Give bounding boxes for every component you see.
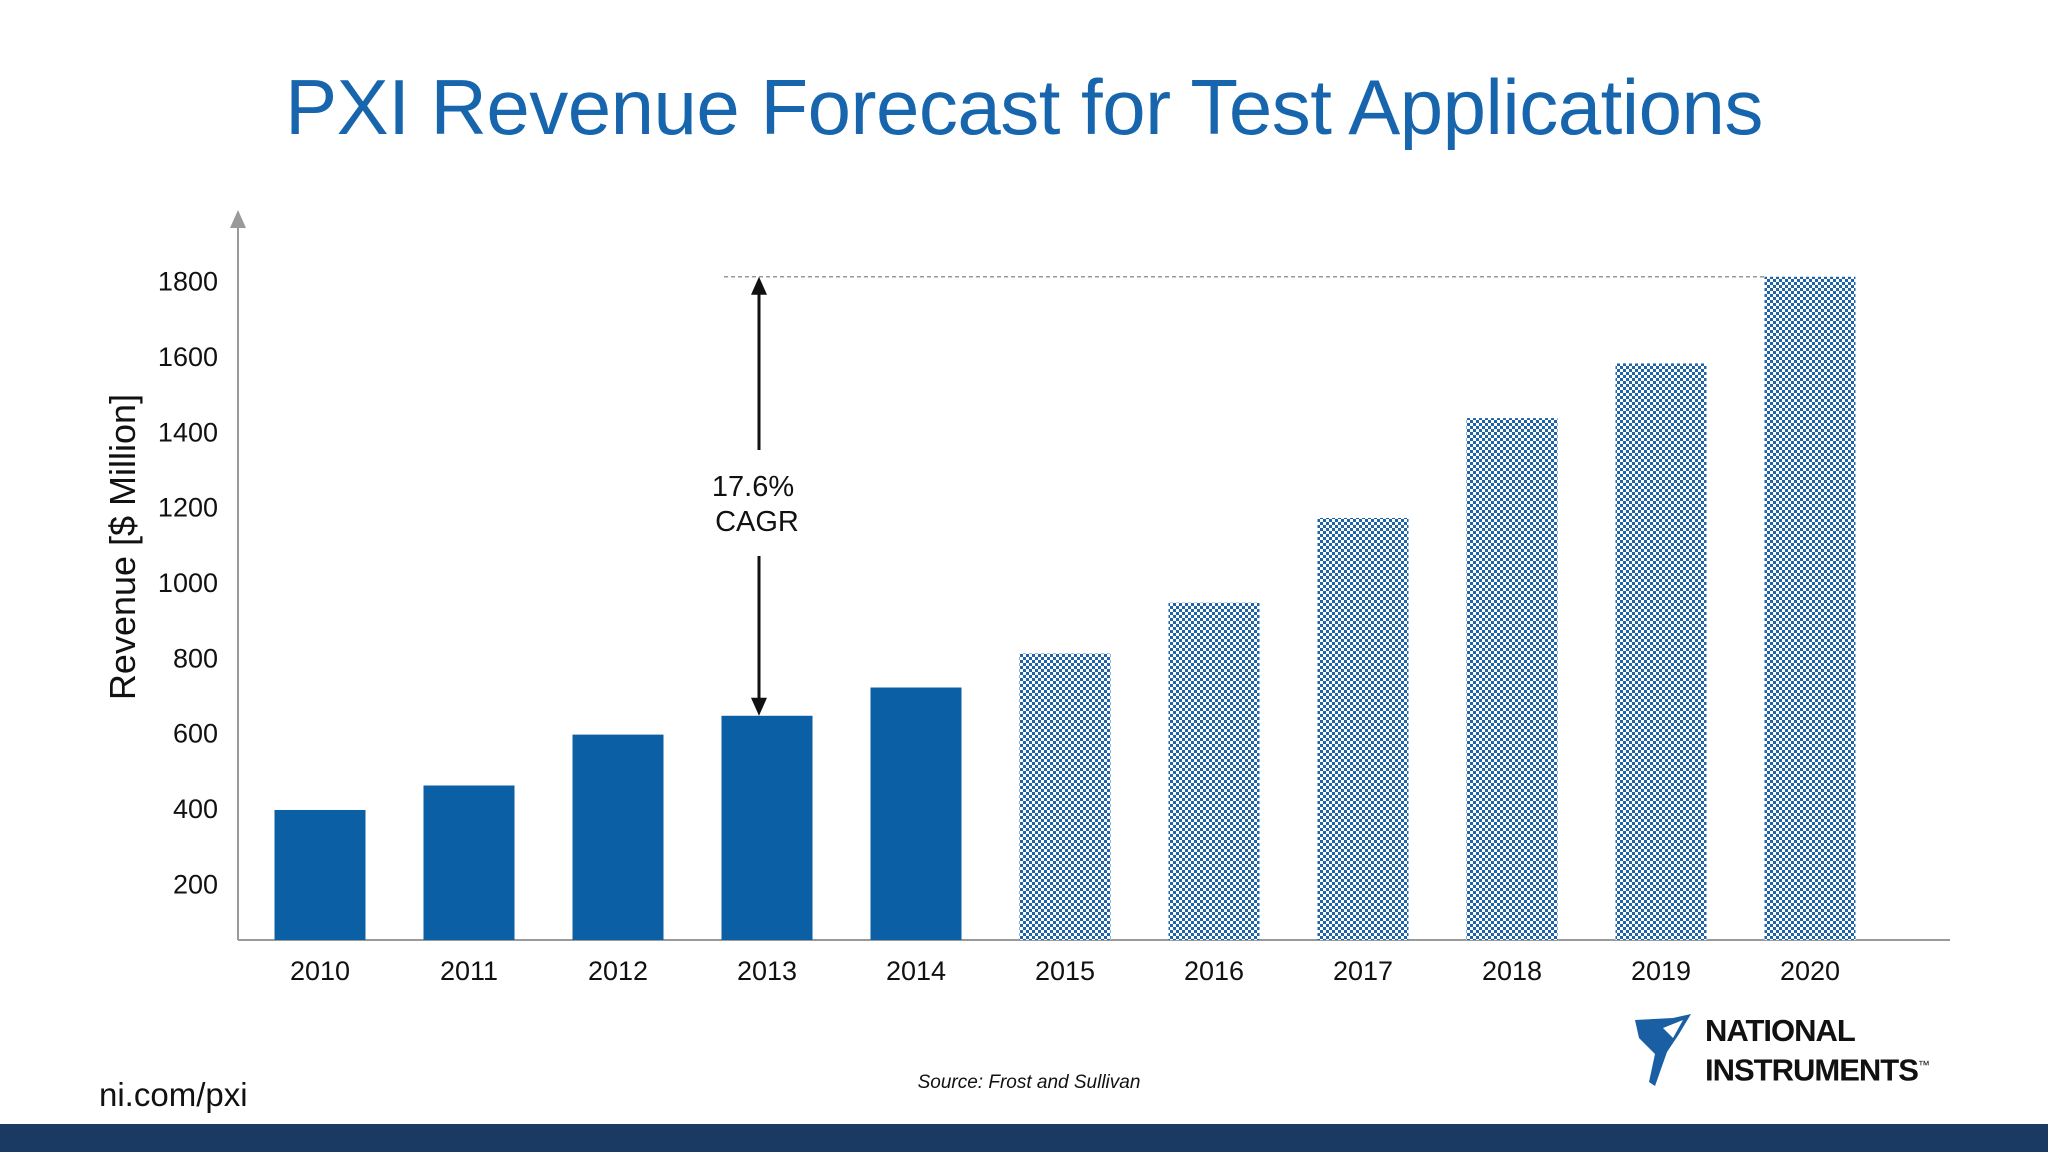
y-tick-label-600: 600 bbox=[173, 719, 218, 749]
site-url[interactable]: ni.com/pxi bbox=[99, 1076, 248, 1113]
y-tick-label-1400: 1400 bbox=[158, 417, 218, 447]
footer-bar bbox=[0, 1124, 2048, 1152]
y-tick-label-1200: 1200 bbox=[158, 493, 218, 523]
ni-eagle-icon bbox=[1635, 1014, 1691, 1086]
cagr-annotation: 17.6%CAGR bbox=[712, 276, 1765, 716]
bar-2012 bbox=[572, 734, 664, 940]
forecast-bar-2019 bbox=[1615, 363, 1707, 940]
x-tick-label-2017: 2017 bbox=[1333, 956, 1393, 986]
y-tick-label-1800: 1800 bbox=[158, 267, 218, 297]
x-tick-label-2015: 2015 bbox=[1035, 956, 1095, 986]
cagr-value-label: 17.6% bbox=[712, 471, 794, 503]
y-tick-label-200: 200 bbox=[173, 869, 218, 899]
logo-line2: INSTRUMENTS™ bbox=[1705, 1052, 1930, 1088]
y-axis-arrowhead bbox=[230, 210, 246, 228]
source-note: Source: Frost and Sullivan bbox=[917, 1072, 1141, 1093]
national-instruments-logo: NATIONAL INSTRUMENTS™ bbox=[1633, 1012, 1963, 1092]
trademark: ™ bbox=[1917, 1058, 1930, 1072]
y-axis-label: Revenue [$ Million] bbox=[102, 394, 143, 700]
y-axis-ticks: 200 400 600 800 1000 1200 1400 1600 1800 bbox=[158, 267, 218, 900]
y-tick-label-800: 800 bbox=[173, 643, 218, 673]
x-tick-label-2019: 2019 bbox=[1631, 956, 1691, 986]
y-tick-label-400: 400 bbox=[173, 794, 218, 824]
bar-2013 bbox=[721, 715, 813, 940]
x-tick-label-2016: 2016 bbox=[1184, 956, 1244, 986]
y-tick-label-1600: 1600 bbox=[158, 342, 218, 372]
chart-title: PXI Revenue Forecast for Test Applicatio… bbox=[285, 63, 1763, 151]
cagr-text-label: CAGR bbox=[715, 506, 799, 538]
forecast-bar-2016 bbox=[1168, 602, 1260, 940]
x-tick-label-2014: 2014 bbox=[886, 956, 946, 986]
y-tick-label-1000: 1000 bbox=[158, 568, 218, 598]
forecast-bar-2018 bbox=[1466, 418, 1558, 940]
bar-2010 bbox=[274, 809, 366, 940]
x-tick-label-2020: 2020 bbox=[1780, 956, 1840, 986]
x-tick-label-2011: 2011 bbox=[440, 956, 498, 986]
bar-2011 bbox=[423, 785, 515, 940]
x-axis-ticks: 2010 2011 2012 2013 2014 2015 2016 2017 2018 2019… bbox=[290, 956, 1840, 986]
cagr-arrow-down-head bbox=[751, 697, 767, 716]
bar-2014 bbox=[870, 687, 962, 940]
forecast-bar-2020 bbox=[1764, 276, 1856, 940]
x-tick-label-2018: 2018 bbox=[1482, 956, 1542, 986]
x-tick-label-2013: 2013 bbox=[737, 956, 797, 986]
forecast-bar-2015 bbox=[1019, 653, 1111, 940]
cagr-arrow-up-head bbox=[751, 276, 767, 295]
bar-series bbox=[274, 276, 1856, 940]
forecast-bar-2017 bbox=[1317, 517, 1409, 940]
x-tick-label-2010: 2010 bbox=[290, 956, 350, 986]
x-tick-label-2012: 2012 bbox=[588, 956, 648, 986]
logo-line1: NATIONAL bbox=[1705, 1013, 1856, 1048]
